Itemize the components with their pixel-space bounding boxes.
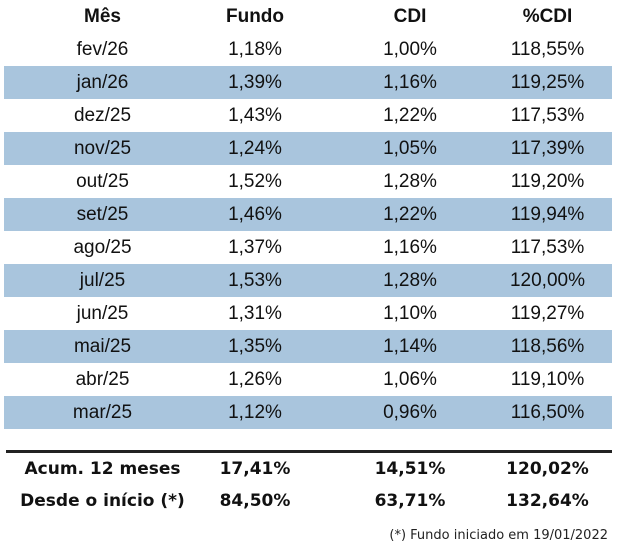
table-row: jul/25 1,53% 1,28% 120,00%	[4, 264, 612, 297]
performance-table: Mês Fundo CDI %CDI fev/26 1,18% 1,00% 118,5…	[0, 0, 620, 429]
cell-pct-cdi: 118,56%	[510, 336, 585, 357]
totals-fund: 17,41%	[219, 459, 291, 479]
totals-row: Acum. 12 meses 17,41% 14,51% 120,02%	[0, 453, 620, 485]
table-header-row: Mês Fundo CDI %CDI	[0, 0, 620, 33]
cell-fund: 1,12%	[228, 402, 282, 423]
table-row: out/25 1,52% 1,28% 119,20%	[0, 165, 620, 198]
cell-month: ago/25	[73, 237, 132, 258]
table-row: dez/25 1,43% 1,22% 117,53%	[0, 99, 620, 132]
cell-pct-cdi: 117,53%	[510, 237, 585, 258]
totals-cdi: 14,51%	[374, 459, 446, 479]
cell-month: jul/25	[79, 270, 126, 291]
header-pct-cdi: %CDI	[522, 6, 573, 27]
cell-month: jan/26	[76, 72, 129, 93]
totals-section: Acum. 12 meses 17,41% 14,51% 120,02% Desde o…	[0, 453, 620, 517]
cell-month: mai/25	[73, 336, 132, 357]
footnote: (*) Fundo iniciado em 19/01/2022	[389, 528, 608, 543]
cell-month: fev/26	[76, 39, 129, 60]
cell-cdi: 1,16%	[383, 237, 437, 258]
totals-fund: 84,50%	[219, 491, 291, 511]
table-row: fev/26 1,18% 1,00% 118,55%	[0, 33, 620, 66]
cell-month: jun/25	[76, 303, 129, 324]
cell-month: dez/25	[73, 105, 132, 126]
cell-cdi: 1,00%	[383, 39, 437, 60]
table-row: mar/25 1,12% 0,96% 116,50%	[4, 396, 612, 429]
cell-fund: 1,24%	[228, 138, 282, 159]
cell-pct-cdi: 116,50%	[510, 402, 585, 423]
cell-pct-cdi: 119,25%	[510, 72, 585, 93]
cell-fund: 1,37%	[228, 237, 282, 258]
cell-cdi: 1,10%	[383, 303, 437, 324]
cell-fund: 1,31%	[228, 303, 282, 324]
cell-cdi: 1,16%	[383, 72, 437, 93]
header-cdi: CDI	[393, 6, 427, 27]
table-row: mai/25 1,35% 1,14% 118,56%	[4, 330, 612, 363]
header-fund: Fundo	[225, 6, 285, 27]
cell-cdi: 1,28%	[383, 171, 437, 192]
cell-pct-cdi: 118,55%	[510, 39, 585, 60]
cell-month: set/25	[76, 204, 129, 225]
totals-label: Acum. 12 meses	[24, 459, 181, 479]
cell-pct-cdi: 117,53%	[510, 105, 585, 126]
table-row: jan/26 1,39% 1,16% 119,25%	[4, 66, 612, 99]
table-row: nov/25 1,24% 1,05% 117,39%	[4, 132, 612, 165]
cell-fund: 1,35%	[228, 336, 282, 357]
cell-cdi: 1,14%	[383, 336, 437, 357]
header-month: Mês	[84, 6, 121, 27]
cell-cdi: 0,96%	[383, 402, 437, 423]
totals-label: Desde o início (*)	[20, 491, 185, 511]
cell-fund: 1,18%	[228, 39, 282, 60]
cell-cdi: 1,05%	[383, 138, 437, 159]
cell-month: abr/25	[75, 369, 130, 390]
totals-divider	[6, 450, 612, 453]
totals-row: Desde o início (*) 84,50% 63,71% 132,64%	[0, 485, 620, 517]
table-body: fev/26 1,18% 1,00% 118,55% jan/26 1,39% 1,16% 1…	[0, 33, 620, 429]
table-row: ago/25 1,37% 1,16% 117,53%	[0, 231, 620, 264]
cell-cdi: 1,06%	[383, 369, 437, 390]
cell-cdi: 1,22%	[383, 204, 437, 225]
cell-month: out/25	[76, 171, 129, 192]
cell-fund: 1,26%	[228, 369, 282, 390]
totals-pct-cdi: 120,02%	[506, 459, 589, 479]
cell-pct-cdi: 120,00%	[509, 270, 585, 291]
cell-fund: 1,52%	[228, 171, 282, 192]
totals-cdi: 63,71%	[374, 491, 446, 511]
cell-pct-cdi: 119,27%	[510, 303, 585, 324]
cell-pct-cdi: 117,39%	[510, 138, 585, 159]
cell-month: nov/25	[73, 138, 132, 159]
cell-pct-cdi: 119,94%	[510, 204, 585, 225]
cell-month: mar/25	[72, 402, 133, 423]
cell-cdi: 1,28%	[383, 270, 437, 291]
cell-fund: 1,43%	[228, 105, 282, 126]
table-row: jun/25 1,31% 1,10% 119,27%	[0, 297, 620, 330]
cell-fund: 1,39%	[228, 72, 282, 93]
table-row: abr/25 1,26% 1,06% 119,10%	[0, 363, 620, 396]
table-row: set/25 1,46% 1,22% 119,94%	[4, 198, 612, 231]
cell-pct-cdi: 119,10%	[510, 369, 585, 390]
cell-cdi: 1,22%	[383, 105, 437, 126]
totals-pct-cdi: 132,64%	[506, 491, 589, 511]
cell-pct-cdi: 119,20%	[510, 171, 585, 192]
cell-fund: 1,53%	[228, 270, 282, 291]
cell-fund: 1,46%	[228, 204, 282, 225]
